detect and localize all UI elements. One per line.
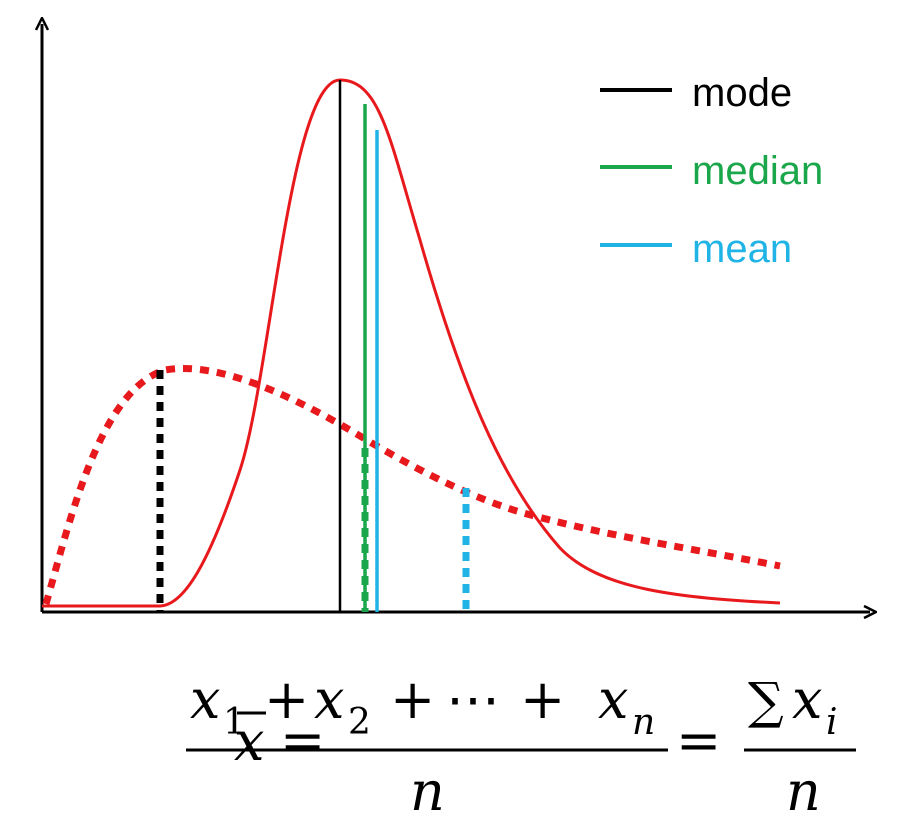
x-bar: x: [234, 710, 266, 773]
sum-variable: x: [792, 668, 822, 731]
sum-denominator-n: n: [786, 760, 821, 823]
legend-item-median: median: [600, 149, 823, 193]
sum-symbol: ∑: [748, 672, 784, 730]
plus-sign-1: +: [264, 668, 309, 731]
ellipsis: ⋯: [446, 668, 500, 731]
equals-sign-2: =: [676, 709, 721, 772]
plus-sign-2: +: [390, 668, 435, 731]
x-bar-variable: x: [234, 710, 264, 773]
solid-distribution-curve: [42, 78, 781, 608]
mean-formula: x = x 1 + x 2 + ⋯ + x n n = ∑ x i n: [186, 668, 856, 823]
xn-subscript: n: [632, 702, 655, 743]
equals-sign-1: =: [280, 709, 325, 772]
dotted-distribution-curve: [42, 365, 781, 605]
x2-variable: x: [314, 668, 344, 731]
legend: mode median mean: [600, 71, 823, 271]
plus-sign-3: +: [520, 668, 565, 731]
legend-label-mode: mode: [692, 71, 792, 115]
xn-variable: x: [598, 668, 628, 731]
legend-item-mode: mode: [600, 71, 792, 115]
sum-numerator: ∑ x i: [748, 668, 838, 743]
legend-label-mean: mean: [692, 227, 792, 271]
x1-subscript: 1: [223, 702, 246, 743]
denominator-n: n: [410, 760, 445, 823]
distribution-diagram: mode median mean: [0, 0, 916, 650]
numerator: x 1 + x 2 + ⋯ + x n: [190, 668, 655, 743]
legend-item-mean: mean: [600, 227, 792, 271]
x1-variable: x: [190, 668, 220, 731]
legend-label-median: median: [692, 149, 823, 193]
x2-subscript: 2: [348, 702, 371, 743]
sum-subscript: i: [826, 702, 838, 743]
